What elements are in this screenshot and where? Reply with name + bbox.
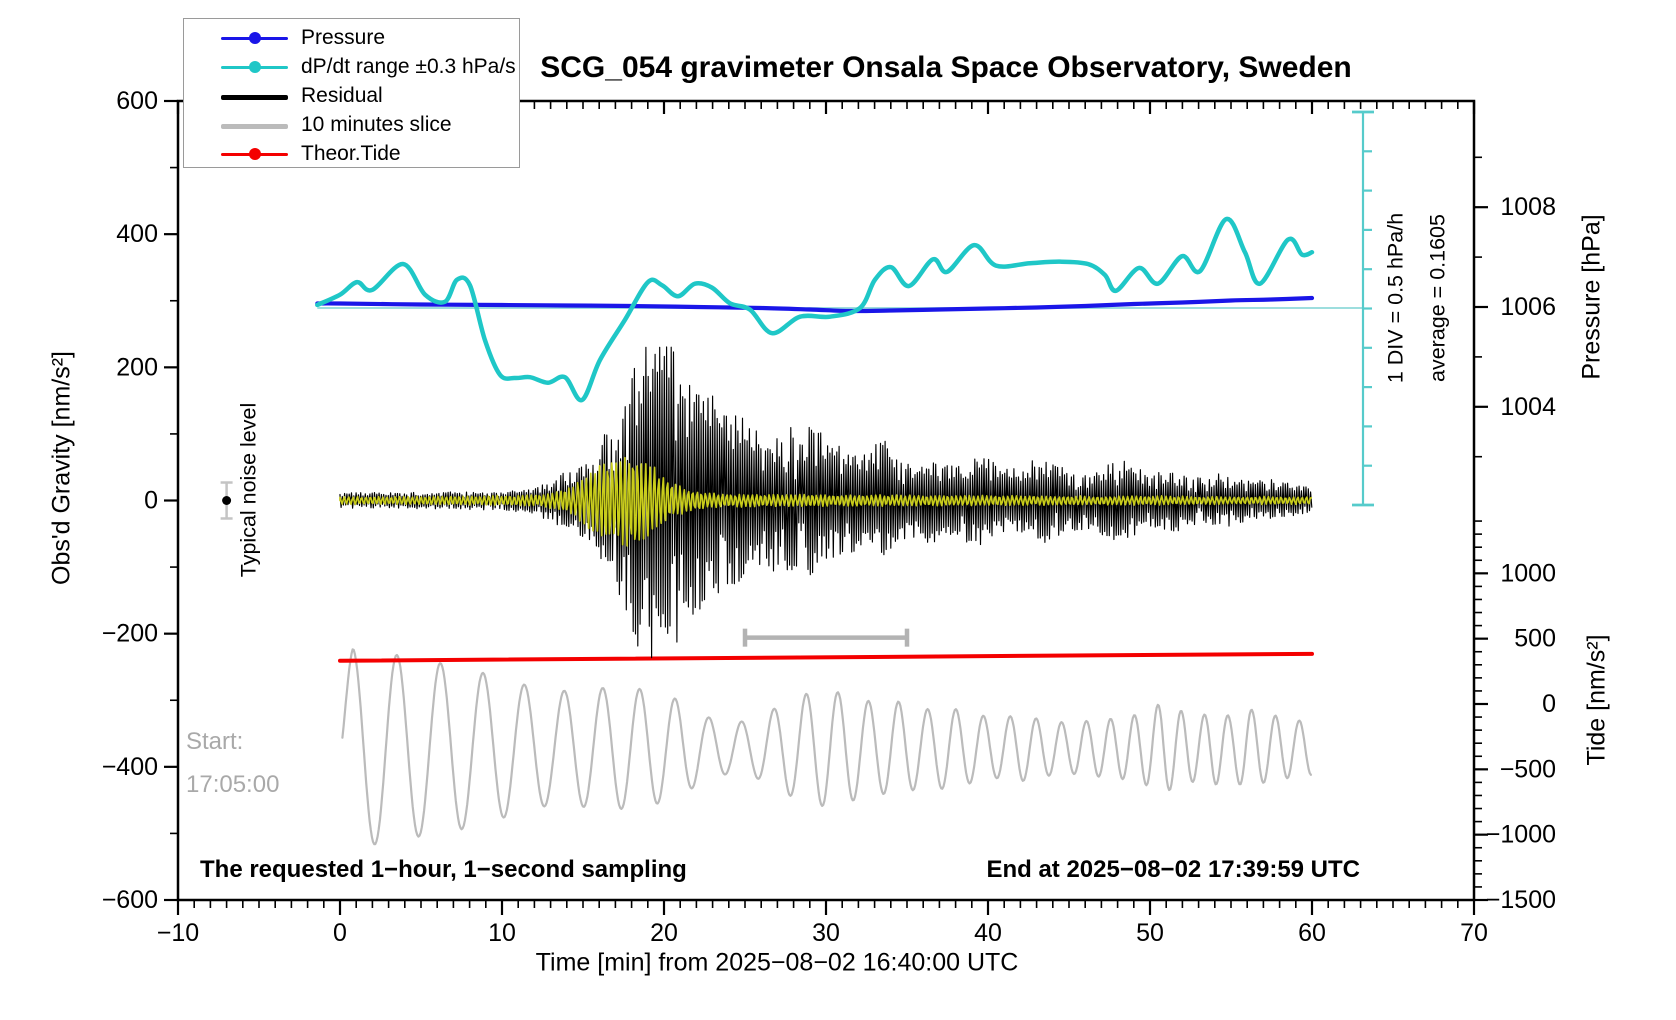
legend-dot xyxy=(249,32,261,44)
legend-item: dP/dt range ±0.3 hPa/s xyxy=(184,53,519,82)
series-dpdt xyxy=(315,216,1315,403)
svg-text:40: 40 xyxy=(974,919,1002,947)
svg-text:1004: 1004 xyxy=(1500,393,1556,421)
gravity-axis-label: Obs'd Gravity [nm/s²] xyxy=(47,351,76,585)
svg-text:−400: −400 xyxy=(102,753,158,781)
svg-text:1006: 1006 xyxy=(1500,293,1556,321)
svg-text:−10: −10 xyxy=(157,919,199,947)
svg-text:1000: 1000 xyxy=(1500,559,1556,587)
noise-level-label: Typical noise level xyxy=(236,402,261,578)
svg-text:500: 500 xyxy=(1514,625,1556,653)
dpdt-scale-bar xyxy=(1352,110,1374,507)
svg-text:30: 30 xyxy=(812,919,840,947)
pressure-axis-label: Pressure [hPa] xyxy=(1577,214,1606,380)
svg-text:−500: −500 xyxy=(1500,755,1556,783)
legend-item-label: dP/dt range ±0.3 hPa/s xyxy=(301,55,516,78)
svg-text:10: 10 xyxy=(488,919,516,947)
div-scale-label: 1 DIV = 0.5 hPa/h xyxy=(1383,212,1408,384)
svg-text:70: 70 xyxy=(1460,919,1488,947)
legend-dot xyxy=(249,61,261,73)
svg-text:0: 0 xyxy=(1542,690,1556,718)
start-time: 17:05:00 xyxy=(186,771,280,798)
noise-level-marker xyxy=(220,481,233,520)
legend-item-label: Theor.Tide xyxy=(301,142,401,165)
legend-item: Theor.Tide xyxy=(184,140,519,169)
legend-item-label: 10 minutes slice xyxy=(301,113,452,136)
series-theor-tide xyxy=(338,651,1314,663)
svg-text:1008: 1008 xyxy=(1500,193,1556,221)
legend-item-label: Residual xyxy=(301,84,383,107)
series-yellow-overlay xyxy=(339,456,1313,547)
svg-text:−1000: −1000 xyxy=(1486,821,1556,849)
slice-duration-bar xyxy=(742,628,910,647)
start-word: Start: xyxy=(186,728,244,755)
svg-text:200: 200 xyxy=(116,353,158,381)
svg-text:0: 0 xyxy=(333,919,347,947)
legend-line-sample xyxy=(221,95,288,100)
legend-item: 10 minutes slice xyxy=(184,111,519,140)
svg-text:50: 50 xyxy=(1136,919,1164,947)
average-label: average = 0.1605 xyxy=(1425,214,1450,382)
legend-item-label: Pressure xyxy=(301,26,386,49)
x-axis-label: Time [min] from 2025−08−02 16:40:00 UTC xyxy=(535,948,1019,977)
legend-line-sample xyxy=(221,124,288,129)
gravity-axis: 600 400 200 0 −200 −400 −600 xyxy=(102,87,178,914)
start-time-label: Start: 17:05:00 xyxy=(186,720,279,806)
series-slice-wave xyxy=(341,648,1312,846)
svg-text:−1500: −1500 xyxy=(1486,886,1556,914)
sampling-note: The requested 1−hour, 1−second sampling xyxy=(200,856,687,883)
svg-text:−600: −600 xyxy=(102,886,158,914)
legend-item: Pressure xyxy=(184,24,519,53)
svg-text:400: 400 xyxy=(116,220,158,248)
svg-text:60: 60 xyxy=(1298,919,1326,947)
page-title: SCG_054 gravimeter Onsala Space Observat… xyxy=(540,51,1352,84)
legend-dot xyxy=(249,148,261,160)
legend-item: Residual xyxy=(184,82,519,111)
svg-text:20: 20 xyxy=(650,919,678,947)
svg-text:600: 600 xyxy=(116,87,158,115)
tide-axis-label: Tide [nm/s²] xyxy=(1582,634,1611,766)
series-residual xyxy=(339,346,1313,659)
pressure-tide-axis: 1008 1006 1004 1000 500 0 −500 −1000 −1500 xyxy=(1474,156,1556,914)
end-time-note: End at 2025−08−02 17:39:59 UTC xyxy=(986,856,1360,883)
svg-text:−200: −200 xyxy=(102,620,158,648)
legend: Pressure dP/dt range ±0.3 hPa/s Residual 10… xyxy=(183,18,520,168)
series-pressure xyxy=(315,295,1315,314)
svg-text:0: 0 xyxy=(144,487,158,515)
